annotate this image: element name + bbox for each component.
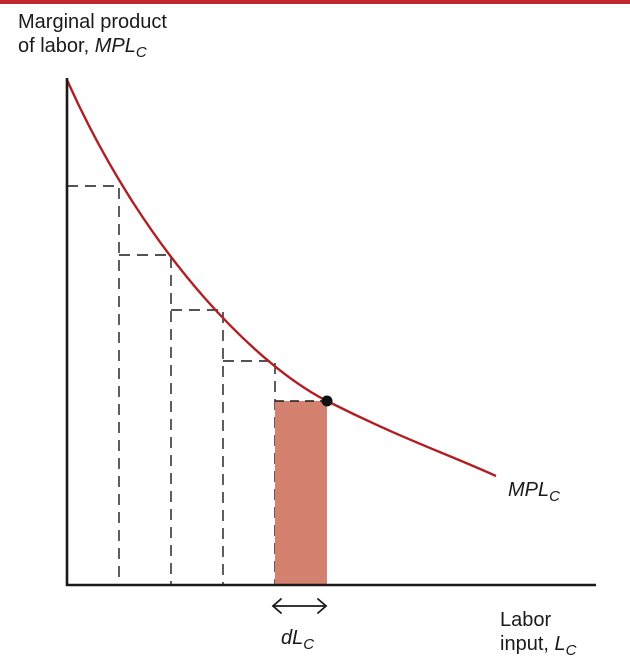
step-rect-4 xyxy=(223,360,276,585)
y-axis-label-prefix: of labor, xyxy=(18,35,95,57)
increment-label-var: dL xyxy=(281,627,304,649)
step-rect-1 xyxy=(67,185,120,585)
curve-label-var: MPL xyxy=(508,479,550,501)
y-axis-label-line2: of labor, MPLC xyxy=(18,34,167,61)
shaded-increment-rect xyxy=(275,401,327,585)
x-axis-label-prefix: input, xyxy=(500,633,555,655)
x-axis-label: Labor input, LC xyxy=(500,608,577,659)
curve-point xyxy=(321,395,333,407)
mpl-curve xyxy=(65,79,497,478)
step-rect-2 xyxy=(119,254,172,585)
y-axis-label-sub: C xyxy=(135,44,147,61)
x-axis-label-sub: C xyxy=(565,642,577,659)
increment-label-sub: C xyxy=(303,636,315,653)
double-headed-arrow-icon xyxy=(271,598,328,614)
y-axis-label: Marginal product of labor, MPLC xyxy=(18,10,167,61)
axes xyxy=(65,78,596,587)
increment-label: dLC xyxy=(281,626,315,653)
x-axis-label-line2: input, LC xyxy=(500,632,577,659)
step-rect-3 xyxy=(171,309,224,585)
top-rule xyxy=(0,0,630,4)
y-axis-label-line1: Marginal product xyxy=(18,11,167,33)
x-axis-label-line1: Labor xyxy=(500,609,552,631)
x-axis-label-var: L xyxy=(554,633,566,655)
dashed-step-rectangles xyxy=(67,185,276,585)
y-axis-label-var: MPL xyxy=(94,35,136,57)
curve-label: MPLC xyxy=(508,478,560,505)
curve-label-sub: C xyxy=(549,488,560,505)
